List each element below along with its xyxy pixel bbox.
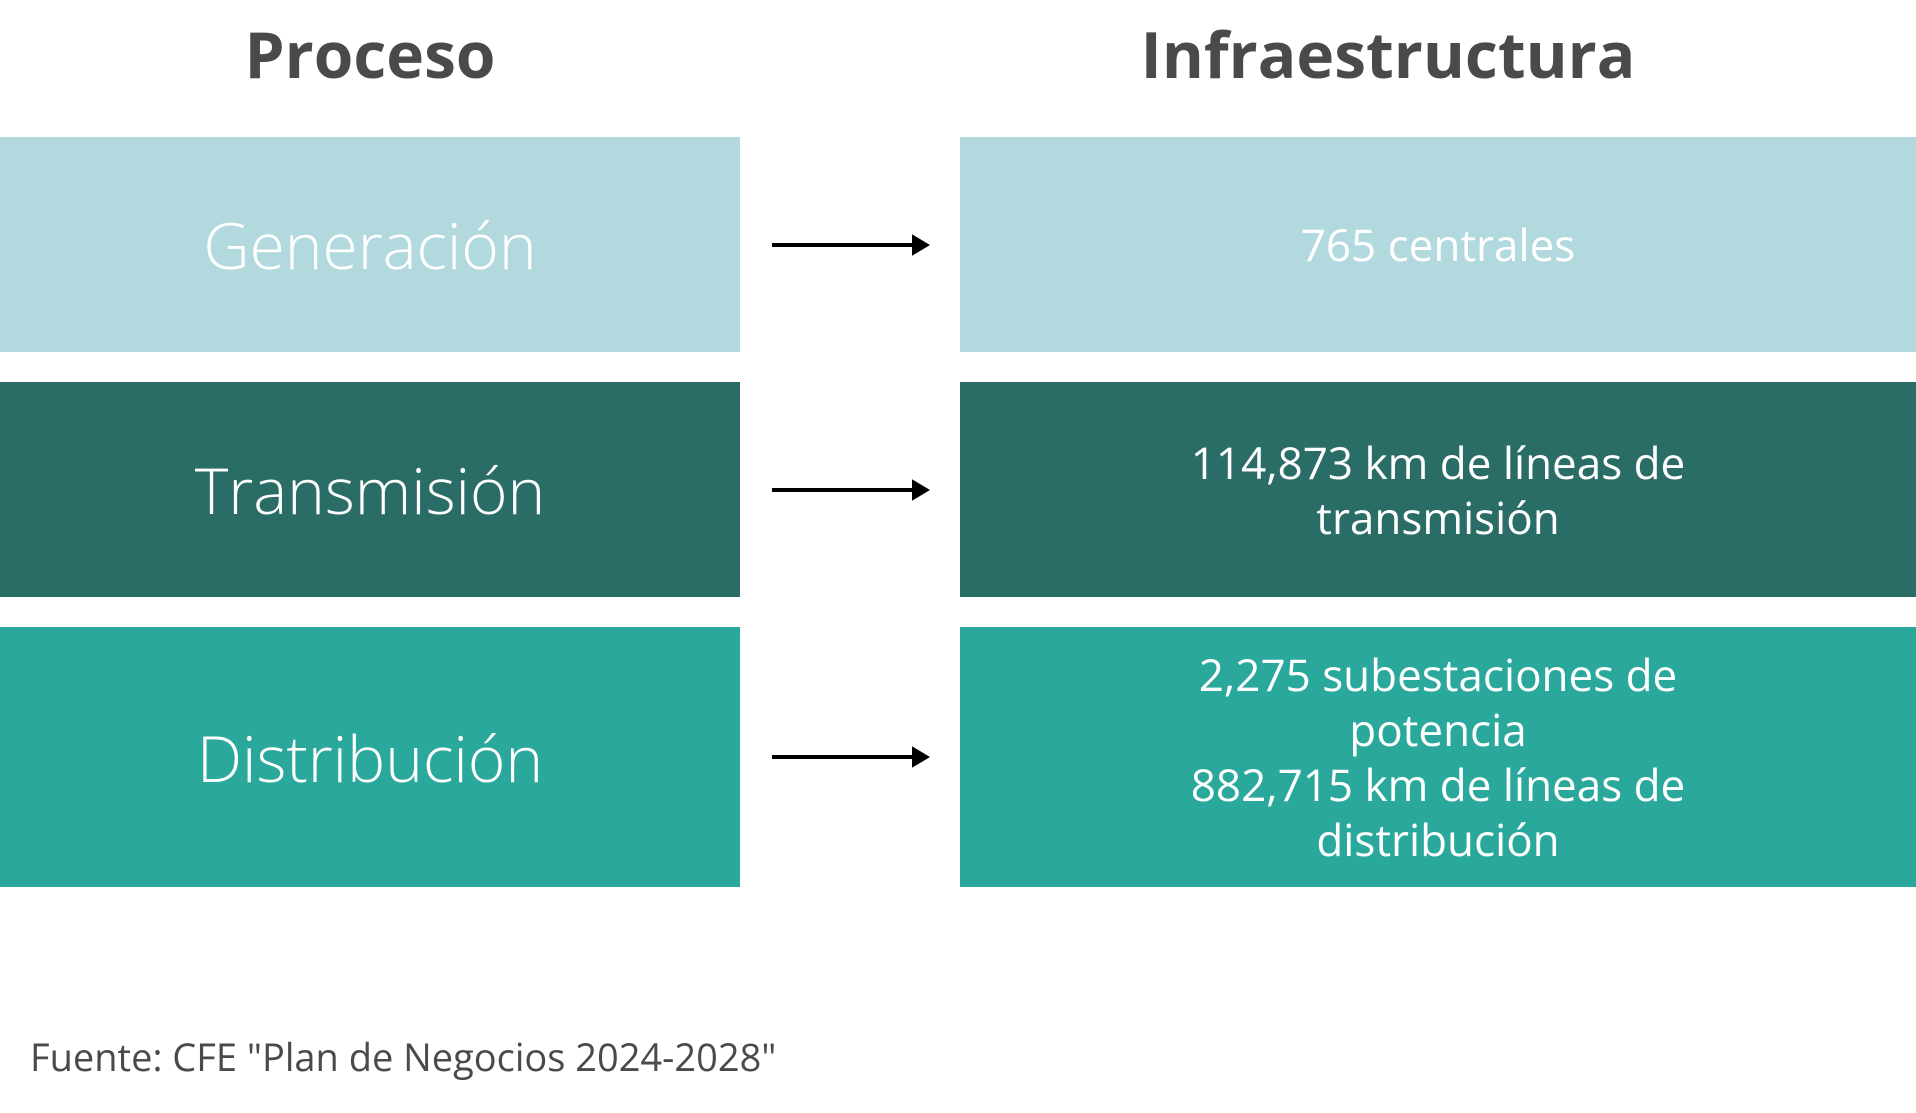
arrow-container-2 <box>740 627 960 887</box>
infra-line-2-3: distribución <box>1316 812 1559 867</box>
arrow-container-1 <box>740 382 960 597</box>
header-infraestructura: Infraestructura <box>740 10 1916 97</box>
infra-line-2-1: potencia <box>1349 702 1526 757</box>
arrow-container-0 <box>740 137 960 352</box>
row-2: Distribución 2,275 subestaciones depotenc… <box>0 627 1916 887</box>
arrow-icon <box>770 470 930 510</box>
row-0: Generación 765 centrales <box>0 137 1916 352</box>
source-citation: Fuente: CFE "Plan de Negocios 2024-2028" <box>30 1031 776 1083</box>
infra-line-2-2: 882,715 km de líneas de <box>1191 757 1685 812</box>
process-box-1: Transmisión <box>0 382 740 597</box>
infra-box-1: 114,873 km de líneas detransmisión <box>960 382 1916 597</box>
arrow-icon <box>770 737 930 777</box>
infra-line-1-0: 114,873 km de líneas de <box>1191 435 1685 490</box>
process-box-2: Distribución <box>0 627 740 887</box>
infra-box-0: 765 centrales <box>960 137 1916 352</box>
process-box-0: Generación <box>0 137 740 352</box>
rows-wrapper: Generación 765 centrales Transmisión 114,87… <box>0 137 1916 887</box>
infographic-container: Proceso Infraestructura Generación 765 ce… <box>0 0 1916 1113</box>
header-proceso: Proceso <box>0 10 740 97</box>
arrow-icon <box>770 225 930 265</box>
infra-box-2: 2,275 subestaciones depotencia882,715 km… <box>960 627 1916 887</box>
headers-row: Proceso Infraestructura <box>0 10 1916 97</box>
infra-line-2-0: 2,275 subestaciones de <box>1199 647 1678 702</box>
infra-line-1-1: transmisión <box>1316 490 1559 545</box>
infra-line-0-0: 765 centrales <box>1301 217 1576 272</box>
row-1: Transmisión 114,873 km de líneas detransm… <box>0 382 1916 597</box>
